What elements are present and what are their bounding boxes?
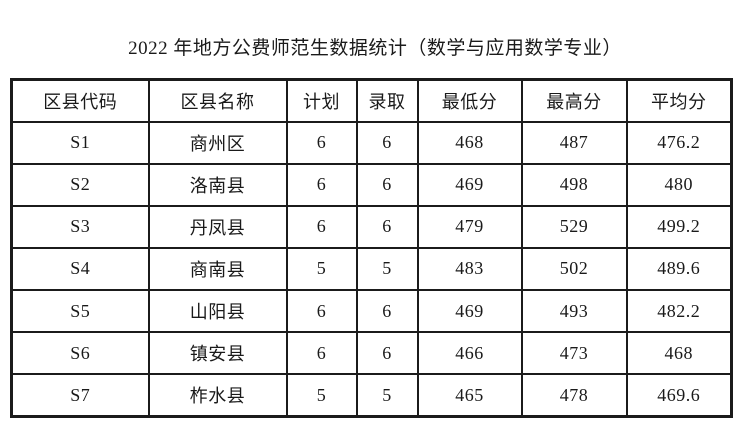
table-cell: 商州区: [147, 120, 288, 165]
table-cell: 479: [416, 204, 523, 249]
table-cell: 6: [355, 162, 419, 207]
table-cell: S5: [10, 289, 150, 334]
table-row: S6 镇安县 6 6 466 473 468: [10, 331, 733, 376]
table-cell: 商南县: [147, 246, 288, 292]
table-cell: 6: [355, 204, 419, 249]
table-cell: 5: [355, 373, 419, 418]
table-cell: 469.6: [625, 373, 733, 418]
table-cell: 5: [285, 373, 358, 418]
table-cell: 480: [625, 162, 733, 207]
table-cell: 498: [520, 162, 628, 207]
table-cell: 482.2: [625, 289, 733, 334]
table-cell: 468: [625, 331, 733, 376]
table-cell: 6: [285, 120, 358, 165]
table-row: S2 洛南县 6 6 469 498 480: [10, 162, 733, 207]
table-cell: S4: [10, 246, 150, 292]
table-cell: S3: [10, 204, 150, 249]
table-cell: 5: [355, 246, 419, 292]
header-cell-district-code: 区县代码: [10, 78, 150, 123]
header-cell-max-score: 最高分: [520, 78, 628, 123]
header-cell-min-score: 最低分: [416, 78, 523, 123]
table-cell: 6: [285, 331, 358, 376]
table-row: S4 商南县 5 5 483 502 489.6: [10, 246, 733, 292]
table-cell: 493: [520, 289, 628, 334]
table-cell: 529: [520, 204, 628, 249]
header-cell-avg-score: 平均分: [625, 78, 733, 123]
page-title: 2022 年地方公费师范生数据统计（数学与应用数学专业）: [128, 38, 622, 59]
table-cell: 柞水县: [147, 373, 288, 418]
table-cell: 465: [416, 373, 523, 418]
header-cell-admitted: 录取: [355, 78, 419, 123]
table-header-row: 区县代码 区县名称 计划 录取 最低分 最高分 平均分: [10, 78, 733, 123]
table-cell: 487: [520, 120, 628, 165]
table-row: S5 山阳县 6 6 469 493 482.2: [10, 289, 733, 334]
header-cell-planned: 计划: [285, 78, 358, 123]
table-cell: 469: [416, 162, 523, 207]
table-cell: 6: [355, 289, 419, 334]
header-cell-district-name: 区县名称: [147, 78, 288, 123]
table-cell: 丹凤县: [147, 204, 288, 249]
table-cell: 6: [285, 204, 358, 249]
table-cell: 山阳县: [147, 289, 288, 334]
table-cell: 6: [285, 162, 358, 207]
table-cell: 5: [285, 246, 358, 292]
table-row: S3 丹凤县 6 6 479 529 499.2: [10, 204, 733, 249]
table-row: S1 商州区 6 6 468 487 476.2: [10, 120, 733, 165]
table-cell: 镇安县: [147, 331, 288, 376]
table-cell: 6: [355, 331, 419, 376]
table-cell: 502: [520, 246, 628, 292]
table-cell: 466: [416, 331, 523, 376]
table-cell: 476.2: [625, 120, 733, 165]
table-row: S7 柞水县 5 5 465 478 469.6: [10, 373, 733, 418]
table-cell: S6: [10, 331, 150, 376]
stats-table: 区县代码 区县名称 计划 录取 最低分 最高分 平均分 S1 商州区 6 6 468 48…: [10, 78, 733, 418]
table-cell: 6: [285, 289, 358, 334]
table-cell: S2: [10, 162, 150, 207]
table-cell: S1: [10, 120, 150, 165]
table-cell: 洛南县: [147, 162, 288, 207]
table-cell: 478: [520, 373, 628, 418]
table-cell: 483: [416, 246, 523, 292]
table-cell: 473: [520, 331, 628, 376]
table-cell: 469: [416, 289, 523, 334]
table-cell: 468: [416, 120, 523, 165]
table-cell: 499.2: [625, 204, 733, 249]
table-cell: 6: [355, 120, 419, 165]
table-cell: S7: [10, 373, 150, 418]
table-cell: 489.6: [625, 246, 733, 292]
